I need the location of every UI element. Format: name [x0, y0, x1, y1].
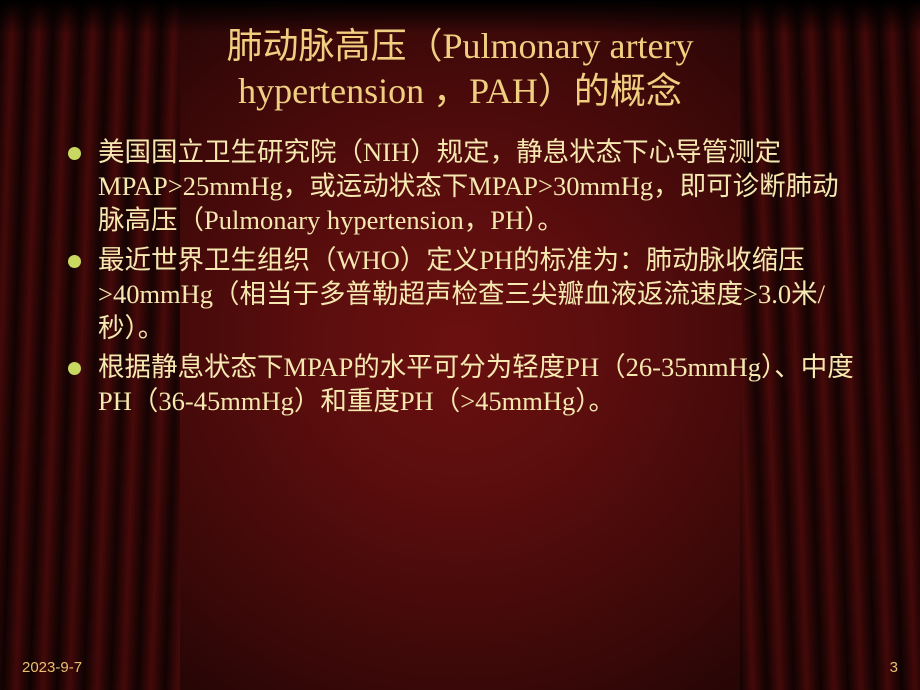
- footer-date: 2023-9-7: [22, 659, 82, 676]
- bullet-item: 最近世界卫生组织（WHO）定义PH的标准为：肺动脉收缩压>40mmHg（相当于多…: [68, 244, 856, 346]
- title-line-2: hypertension ，PAH）的概念: [238, 71, 682, 111]
- slide-title: 肺动脉高压（Pulmonary artery hypertension ，PAH…: [64, 24, 856, 114]
- slide: 肺动脉高压（Pulmonary artery hypertension ，PAH…: [0, 0, 920, 690]
- slide-footer: 2023-9-7 3: [22, 659, 898, 676]
- bullet-list: 美国国立卫生研究院（NIH）规定，静息状态下心导管测定MPAP>25mmHg，或…: [64, 136, 856, 419]
- slide-content: 肺动脉高压（Pulmonary artery hypertension ，PAH…: [0, 0, 920, 690]
- bullet-item: 根据静息状态下MPAP的水平可分为轻度PH（26-35mmHg）、中度PH（36…: [68, 351, 856, 419]
- footer-page-number: 3: [890, 659, 898, 676]
- title-line-1: 肺动脉高压（Pulmonary artery: [227, 26, 694, 66]
- bullet-item: 美国国立卫生研究院（NIH）规定，静息状态下心导管测定MPAP>25mmHg，或…: [68, 136, 856, 238]
